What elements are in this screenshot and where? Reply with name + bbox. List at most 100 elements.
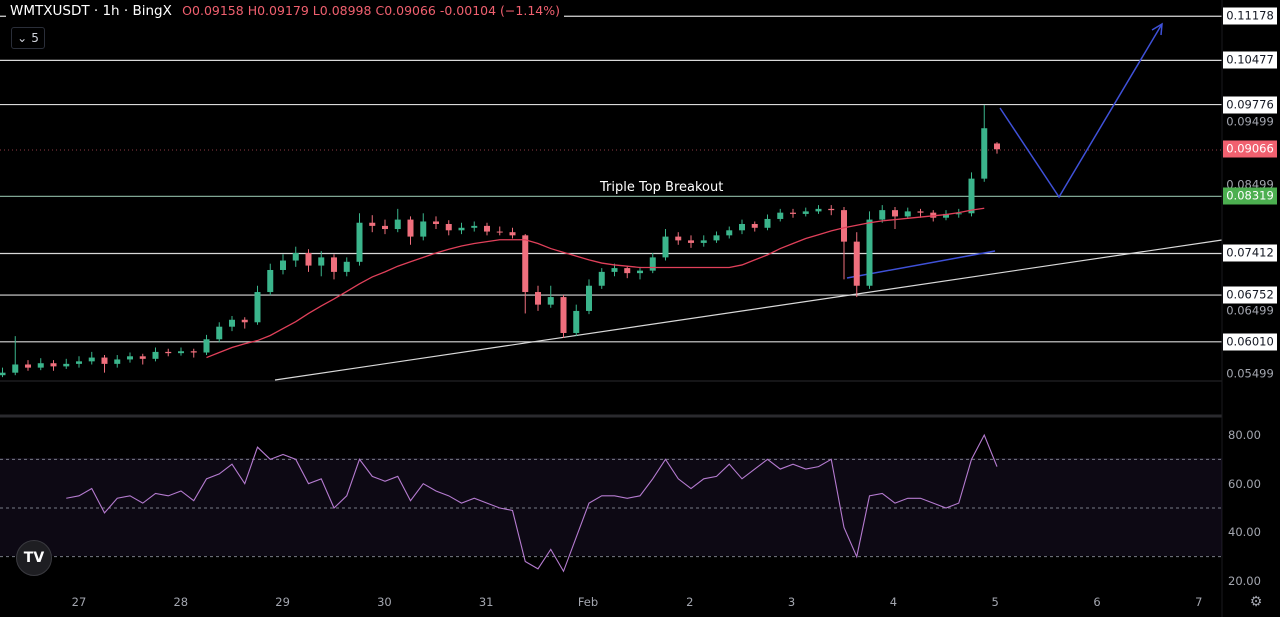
candle	[190, 348, 197, 358]
candle	[879, 205, 886, 223]
candle-body	[598, 271, 605, 286]
candle	[165, 348, 172, 357]
candle-body	[917, 211, 924, 213]
candle-body	[318, 257, 325, 266]
gear-icon[interactable]: ⚙	[1249, 594, 1263, 610]
candle-body	[790, 212, 796, 214]
candle-body	[88, 357, 95, 362]
candle-body	[879, 210, 886, 220]
rsi-tick-label: 80.00	[1228, 428, 1261, 442]
candle	[624, 265, 631, 279]
candle-body	[76, 361, 82, 364]
candle	[25, 360, 31, 371]
candle-body	[981, 128, 988, 179]
candle	[267, 263, 274, 296]
candle	[433, 216, 439, 230]
candle-body	[726, 230, 733, 236]
candle-body	[853, 241, 860, 286]
high-key: H	[247, 3, 258, 18]
time-tick-label: 29	[275, 595, 290, 609]
candle	[968, 172, 975, 217]
candle	[892, 206, 898, 230]
candle-body	[216, 326, 223, 340]
rsi-line	[66, 433, 998, 573]
candle	[802, 207, 809, 217]
time-tick-label: 5	[991, 595, 999, 609]
high-value: 0.09179	[257, 3, 309, 18]
time-tick-label: 6	[1093, 595, 1101, 609]
candle-body	[535, 292, 541, 305]
candle-body	[50, 363, 57, 367]
candle	[739, 219, 745, 235]
price-label: 0.06499	[1226, 303, 1274, 318]
candle	[63, 358, 70, 369]
candle-body	[458, 227, 465, 231]
candle	[815, 205, 822, 214]
candle	[904, 207, 911, 219]
ascending-trendline	[274, 239, 1223, 381]
price-label: 0.09066	[1223, 140, 1277, 158]
candle-body	[904, 211, 911, 217]
candle	[152, 347, 159, 362]
candle-body	[573, 310, 580, 333]
price-label: 0.07412	[1223, 244, 1277, 262]
candle	[994, 142, 1000, 154]
candle	[560, 295, 567, 339]
candle-body	[331, 257, 337, 272]
rsi-tick-label: 20.00	[1228, 574, 1261, 588]
candle-body	[751, 223, 758, 228]
price-label: 0.10477	[1223, 51, 1277, 69]
candle	[76, 356, 82, 368]
candle	[713, 231, 720, 243]
candle-body	[101, 357, 108, 364]
candle-body	[139, 356, 146, 359]
candle-body	[624, 268, 631, 274]
candle-body	[407, 219, 414, 237]
candle	[88, 351, 95, 365]
candle	[471, 221, 478, 232]
candle-body	[675, 236, 682, 241]
candle-body	[165, 351, 172, 354]
indicators-toggle-button[interactable]: ⌄ 5	[11, 27, 45, 49]
candle-body	[713, 235, 720, 241]
time-tick-label: 30	[377, 595, 392, 609]
candle	[981, 104, 988, 182]
candle-body	[662, 236, 669, 258]
candle-body	[190, 351, 197, 353]
candle-body	[356, 222, 363, 262]
candle	[331, 254, 337, 280]
candle-body	[700, 240, 707, 243]
candle-body	[688, 240, 694, 243]
candle	[318, 251, 325, 277]
candle-body	[611, 268, 618, 272]
symbol-title[interactable]: WMTXUSDT · 1h · BingX	[10, 3, 172, 19]
close-value: 0.09066	[384, 3, 436, 18]
candle	[751, 221, 758, 232]
candle-body	[560, 297, 567, 333]
candle-body	[241, 319, 248, 323]
candle-body	[394, 219, 401, 230]
price-label: 0.06752	[1223, 286, 1277, 304]
time-tick-label: 2	[686, 595, 694, 609]
time-tick-label: 27	[71, 595, 87, 609]
change-value: -0.00104 (−1.14%)	[439, 3, 560, 18]
symbol-header[interactable]: WMTXUSDT · 1h · BingX O0.09158 H0.09179 …	[6, 3, 564, 19]
candle	[866, 211, 873, 289]
candle	[394, 208, 401, 233]
candle	[203, 334, 210, 356]
candle	[229, 315, 235, 332]
candle	[853, 232, 860, 298]
triple-top-breakout-label: Triple Top Breakout	[600, 180, 724, 195]
candle-body	[994, 143, 1000, 150]
candle	[241, 317, 248, 329]
candle	[0, 367, 6, 378]
candle-body	[955, 213, 962, 215]
candle-body	[484, 225, 490, 232]
candle	[254, 285, 261, 325]
rsi-tick-label: 40.00	[1228, 525, 1261, 540]
candle-body	[496, 231, 503, 233]
candle	[280, 254, 286, 275]
candle-body	[764, 218, 771, 228]
tradingview-logo[interactable]: TV	[16, 540, 52, 576]
